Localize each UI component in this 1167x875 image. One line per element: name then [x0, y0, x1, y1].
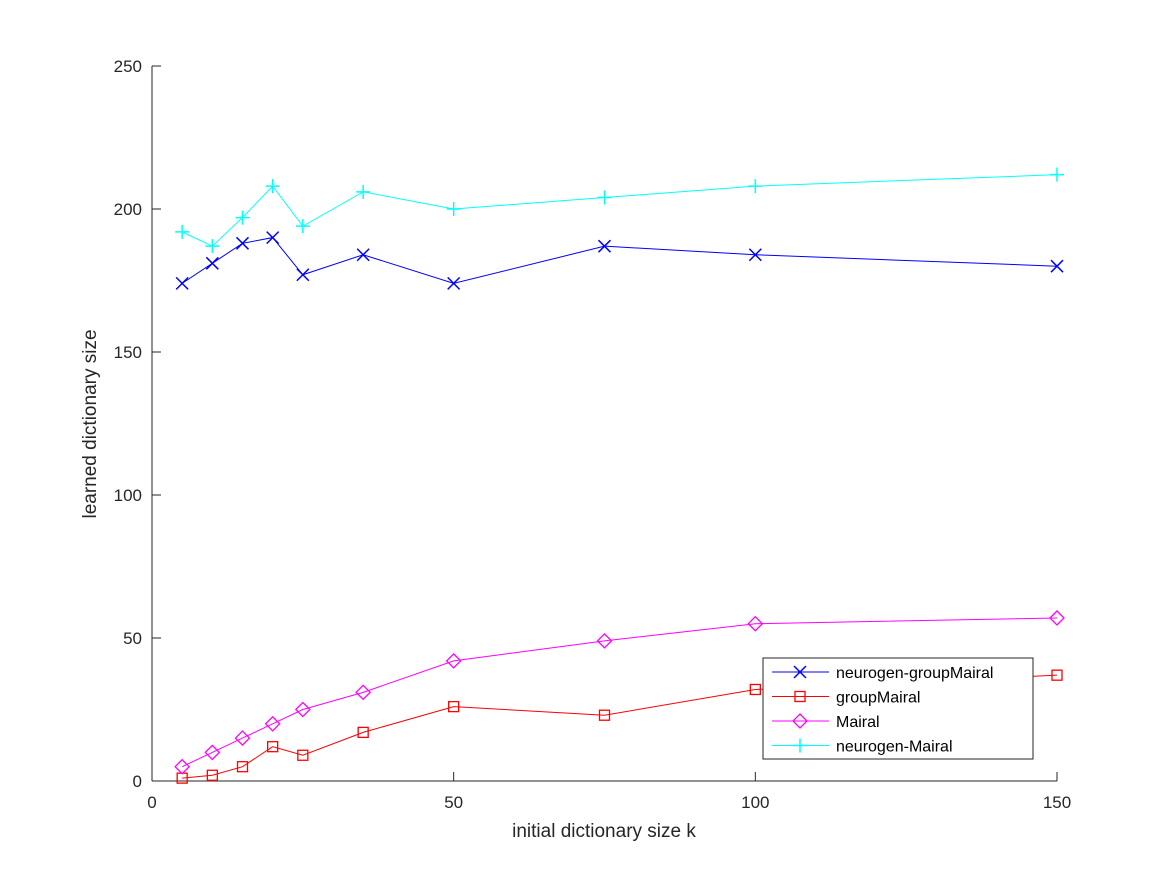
data-point: [205, 256, 219, 270]
data-point: [235, 236, 250, 250]
legend-item: groupMairal: [772, 690, 920, 707]
data-point: [205, 239, 220, 254]
data-point: [357, 726, 369, 739]
x-axis-label: initial dictionary size k: [512, 821, 696, 842]
data-point: [1050, 259, 1064, 273]
data-point: [236, 761, 249, 773]
series-line: [181, 237, 1058, 284]
data-point: [175, 224, 190, 239]
x-tick-label: 0: [147, 793, 156, 812]
data-point: [598, 709, 611, 721]
data-point: [1050, 167, 1064, 182]
y-tick-label: 200: [114, 200, 142, 219]
y-tick-label: 0: [133, 772, 142, 791]
data-point: [356, 248, 370, 262]
legend-item: Mairal: [772, 713, 880, 731]
data-point: [295, 219, 310, 234]
data-point: [296, 268, 310, 282]
data-point: [448, 700, 460, 713]
x-tick-label: 150: [1043, 793, 1071, 812]
legend-box: [762, 657, 1034, 760]
series-layer: [174, 167, 1065, 784]
data-point: [265, 179, 280, 194]
legend-marker: [794, 690, 806, 703]
y-axis-label: learned dictionary size: [80, 329, 101, 518]
data-point: [204, 744, 221, 761]
axes: 0 50 100 150 0 50 100 150 200 250: [114, 57, 1072, 812]
data-point: [266, 231, 280, 245]
data-point: [267, 741, 279, 753]
legend-label: groupMairal: [836, 690, 920, 707]
legend-marker: [793, 738, 807, 753]
data-point: [748, 179, 763, 194]
data-point: [446, 202, 461, 216]
series-Mairal: [174, 610, 1065, 775]
data-point: [445, 652, 462, 669]
series-line: [182, 674, 1058, 779]
data-point: [175, 276, 189, 290]
data-point: [597, 239, 612, 253]
data-point: [749, 683, 761, 696]
legend: neurogen-groupMairal groupMairal Mairal neu…: [762, 657, 1034, 760]
data-point: [748, 248, 762, 262]
data-point: [355, 684, 372, 701]
series-line: [181, 617, 1058, 768]
data-point: [447, 276, 461, 290]
y-tick-label: 50: [123, 629, 142, 648]
legend-item: neurogen-Mairal: [772, 738, 953, 756]
x-tick-label: 50: [444, 793, 463, 812]
data-point: [747, 615, 764, 632]
x-tick-label: 100: [741, 793, 769, 812]
data-point: [356, 184, 371, 199]
data-point: [174, 758, 191, 775]
data-point: [1051, 669, 1063, 681]
y-tick-label: 250: [114, 57, 142, 76]
series-groupMairal: [176, 669, 1063, 784]
y-tick-label: 100: [114, 486, 142, 505]
series-neurogen-groupMairal: [175, 231, 1064, 290]
legend-label: neurogen-groupMairal: [836, 665, 993, 682]
data-point: [597, 190, 612, 205]
series-line: [181, 174, 1058, 247]
data-point: [206, 769, 218, 781]
legend-item: neurogen-groupMairal: [772, 665, 993, 682]
y-tick-label: 150: [114, 343, 142, 362]
legend-label: Mairal: [836, 714, 880, 731]
series-neurogen-Mairal: [175, 167, 1064, 254]
data-point: [264, 715, 281, 732]
data-point: [297, 749, 309, 761]
legend-marker: [792, 713, 808, 729]
data-point: [235, 210, 250, 225]
data-point: [596, 632, 613, 649]
legend-marker: [793, 665, 807, 679]
data-point: [294, 701, 311, 718]
data-point: [234, 730, 251, 747]
data-point: [1049, 610, 1065, 626]
legend-label: neurogen-Mairal: [836, 739, 953, 756]
